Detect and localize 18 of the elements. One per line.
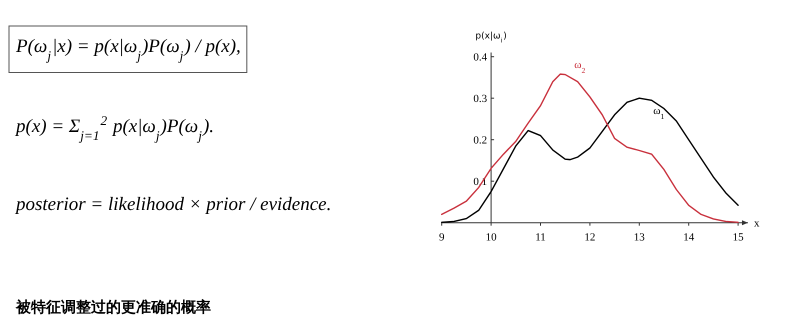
x-tick-label: 15 <box>732 232 744 244</box>
y-tick-label: 0.4 <box>473 52 488 64</box>
text: p(x) = Σ$_{j=1}$$^{2}$ p(x|ω$_{j}$)P(ω$_{j}$). <box>14 112 214 142</box>
x-tick-label: 13 <box>634 232 646 244</box>
series-label: ω$_{1}$ <box>653 105 665 121</box>
y-axis-title: p(x|ω$_{i}$) <box>475 32 507 44</box>
y-tick-label: 0.2 <box>473 134 488 147</box>
y-tick-label: 0.3 <box>473 93 488 106</box>
series-label: ω$_{2}$ <box>574 59 586 75</box>
x-tick-label: 9 <box>438 232 445 244</box>
text: posterior = likelihood × prior / evidence. <box>14 194 332 215</box>
x-axis-title: x <box>754 218 760 230</box>
x-tick-label: 10 <box>486 232 498 244</box>
x-tick-label: 11 <box>535 232 546 244</box>
x-tick-label: 14 <box>683 232 695 244</box>
text: P(ω$_{j}$|x) = p(x|ω$_{j}$)P(ω$_{j}$) / p(x), <box>15 36 241 62</box>
x-tick-label: 12 <box>584 232 596 244</box>
text: 被特征调整过的更准确的概率 <box>15 298 211 316</box>
